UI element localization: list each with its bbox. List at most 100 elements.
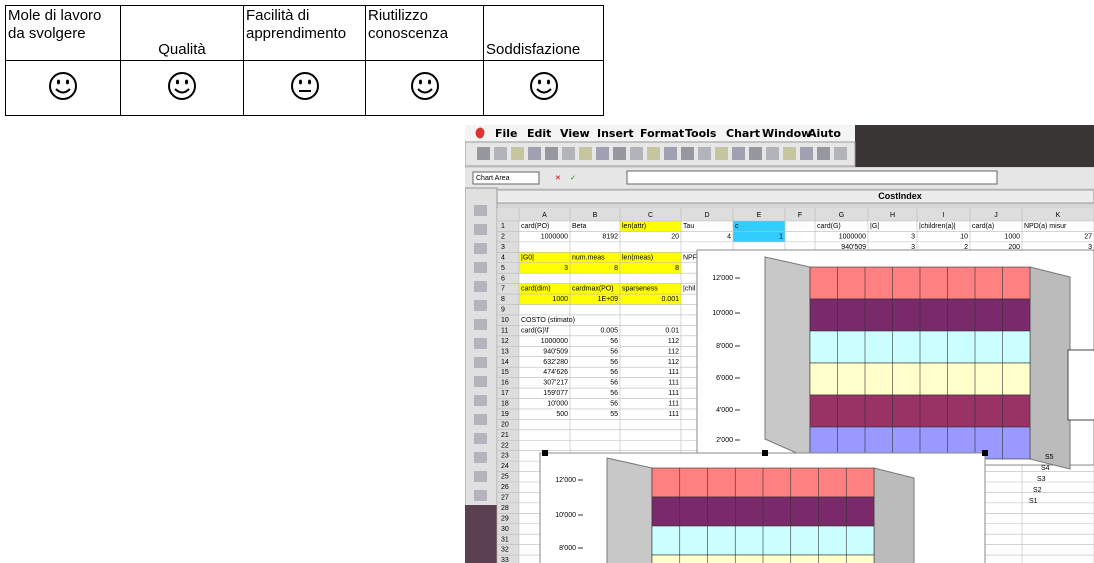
toolbar-button[interactable] (630, 147, 643, 160)
tool-button[interactable] (474, 376, 487, 387)
cell-text: 940'509 (841, 244, 866, 251)
row-number: 5 (501, 265, 505, 272)
series-label: S1 (1029, 498, 1038, 505)
cell-text: 3 (911, 244, 915, 251)
toolbar-button[interactable] (596, 147, 609, 160)
cell-text: |G0| (521, 254, 534, 261)
row-number: 29 (501, 515, 509, 522)
toolbar-button[interactable] (834, 147, 847, 160)
tool-button[interactable] (474, 433, 487, 444)
menu-item[interactable]: Tools (685, 127, 717, 140)
tool-button[interactable] (474, 414, 487, 425)
tool-button[interactable] (474, 452, 487, 463)
cell-text: card(PO) (521, 223, 549, 230)
toolbar-button[interactable] (715, 147, 728, 160)
menu-item[interactable]: Format (640, 127, 684, 140)
cell-text: cardmax(PO) (572, 286, 614, 293)
tool-button[interactable] (474, 471, 487, 482)
cell-text: 112 (668, 348, 679, 355)
toolbar-button[interactable] (800, 147, 813, 160)
toolbar-button[interactable] (766, 147, 779, 160)
tool-button[interactable] (474, 357, 487, 368)
menu-item[interactable]: Insert (597, 127, 634, 140)
menu-item[interactable]: View (560, 127, 590, 140)
axis-tick-label: 12'000 (712, 275, 733, 282)
tool-button[interactable] (474, 205, 487, 216)
row-number: 19 (501, 411, 509, 418)
cell-text: 10'000 (547, 401, 568, 408)
cell-highlight (733, 231, 785, 242)
cell-highlight (620, 221, 681, 232)
menu-item[interactable]: Aiuto (808, 127, 841, 140)
cell-text: 20 (671, 234, 679, 241)
smiley-icon (49, 71, 77, 100)
formula-input[interactable] (626, 170, 998, 185)
tool-button[interactable] (474, 338, 487, 349)
toolbar-button[interactable] (647, 147, 660, 160)
smiley-row (5, 60, 604, 116)
toolbar-button[interactable] (681, 147, 694, 160)
row-number: 31 (501, 536, 509, 543)
tool-button[interactable] (474, 490, 487, 501)
menu-item[interactable]: Edit (527, 127, 551, 140)
toolbar-button[interactable] (613, 147, 626, 160)
menu-item[interactable]: File (495, 127, 518, 140)
smiley-icon (410, 71, 439, 100)
cell-text: card(G)\f (521, 327, 549, 334)
toolbar-button[interactable] (545, 147, 558, 160)
cell-text: 4 (727, 234, 731, 241)
cell-text: 8 (675, 265, 679, 272)
toolbar-button[interactable] (562, 147, 575, 160)
row-number: 23 (501, 453, 509, 460)
smiley-cell (483, 60, 604, 116)
selection-handle[interactable] (762, 450, 768, 456)
row-number: 12 (501, 338, 509, 345)
header-cell: Riutilizzo conoscenza (365, 5, 484, 61)
toolbar-button[interactable] (494, 147, 507, 160)
smiley-cell (365, 60, 484, 116)
column-letter: F (798, 212, 802, 219)
toolbar-button[interactable] (579, 147, 592, 160)
toolbar-button[interactable] (783, 147, 796, 160)
tool-button[interactable] (474, 262, 487, 273)
toolbar-button[interactable] (749, 147, 762, 160)
cell-text: 940'509 (543, 348, 568, 355)
tool-button[interactable] (474, 243, 487, 254)
selection-handle[interactable] (542, 450, 548, 456)
tool-button[interactable] (474, 300, 487, 311)
toolbar-button[interactable] (698, 147, 711, 160)
cell-highlight (733, 221, 785, 232)
row-number: 13 (501, 348, 509, 355)
tool-button[interactable] (474, 224, 487, 235)
tool-button[interactable] (474, 319, 487, 330)
desktop-texture (855, 125, 1094, 167)
cell-highlight (519, 283, 570, 295)
smiley-icon (290, 71, 319, 100)
tool-button[interactable] (474, 395, 487, 406)
row-number: 11 (501, 327, 508, 334)
row-number: 6 (501, 275, 505, 282)
tool-button[interactable] (474, 281, 487, 292)
cell-text: 307'217 (543, 380, 568, 387)
toolbar-button[interactable] (528, 147, 541, 160)
menu-item[interactable]: Chart (726, 127, 760, 140)
toolbar-button[interactable] (511, 147, 524, 160)
toolbar-button[interactable] (732, 147, 745, 160)
cell-highlight (519, 262, 570, 274)
cell-text: 632'280 (543, 359, 568, 366)
menu-item[interactable]: Window (762, 127, 811, 140)
series-label: S4 (1041, 465, 1050, 472)
excel-window: File Edit View Insert Format Tools Chart Window… (465, 125, 1094, 563)
toolbar-button[interactable] (477, 147, 490, 160)
cell-highlight (519, 294, 570, 305)
selection-handle[interactable] (982, 450, 988, 456)
cell-text: |children(a)| (919, 223, 956, 230)
header-cell: Qualità (120, 5, 244, 61)
smiley-cell (120, 60, 244, 116)
name-box[interactable] (472, 171, 540, 185)
cell-text: 111 (668, 411, 679, 418)
cell-text: sparseness (622, 286, 658, 293)
legend-box (1067, 349, 1094, 421)
toolbar-button[interactable] (817, 147, 830, 160)
toolbar-button[interactable] (664, 147, 677, 160)
